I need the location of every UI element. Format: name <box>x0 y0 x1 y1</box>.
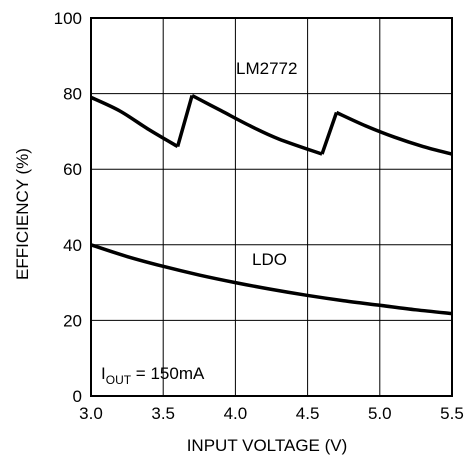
x-tick-label: 4.5 <box>296 404 320 423</box>
y-tick-label: 100 <box>54 9 82 28</box>
series-line-ldo <box>90 243 453 316</box>
iout-prefix: I <box>101 364 106 383</box>
series-lines <box>90 93 453 316</box>
annotation-lm2772: LM2772 <box>236 59 297 78</box>
plot-frame <box>90 17 453 397</box>
iout-suffix: = 150mA <box>131 364 205 383</box>
x-tick-label: 5.5 <box>440 404 464 423</box>
annotation-ldo: LDO <box>252 250 287 269</box>
series-line-lm2772 <box>90 93 453 156</box>
x-tick-label: 5.0 <box>368 404 392 423</box>
y-tick-label: 20 <box>63 311 82 330</box>
x-tick-label: 3.0 <box>79 404 103 423</box>
tick-labels: 3.0 3.5 4.0 4.5 5.0 5.5 0 20 40 60 80 100 <box>54 9 464 423</box>
y-tick-label: 0 <box>73 387 82 406</box>
x-axis-label: INPUT VOLTAGE (V) <box>187 436 348 455</box>
x-tick-label: 4.0 <box>224 404 248 423</box>
x-tick-label: 3.5 <box>151 404 175 423</box>
y-axis-label: EFFICIENCY (%) <box>13 148 32 280</box>
y-tick-label: 60 <box>63 160 82 179</box>
annotation-iout: IOUT = 150mA <box>101 364 205 387</box>
iout-subscript: OUT <box>106 373 132 387</box>
y-tick-label: 80 <box>63 85 82 104</box>
y-tick-label: 40 <box>63 236 82 255</box>
